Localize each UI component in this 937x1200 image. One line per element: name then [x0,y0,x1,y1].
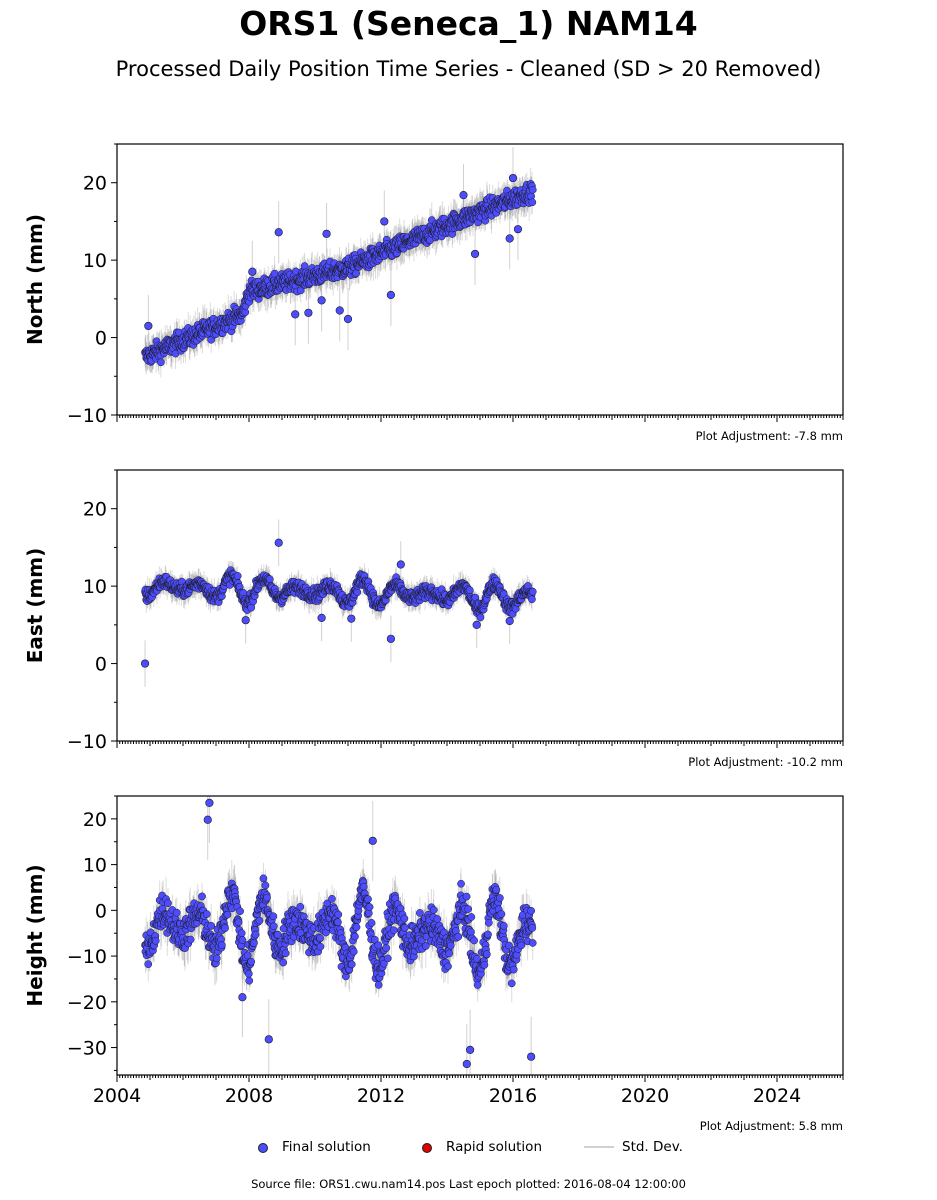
plot-area-1 [140,519,537,687]
data-point [476,613,485,622]
outlier-point [291,310,300,319]
outlier-point [317,613,326,622]
outlier-point [505,234,514,243]
data-point [157,358,165,367]
data-point [528,587,537,596]
outlier-point [386,290,396,300]
outlier-point [380,217,389,226]
outlier-point [144,321,153,331]
axes-frame-0 [116,143,844,416]
chart-subtitle: Processed Daily Position Time Series - C… [115,57,822,81]
outlier-point [317,296,326,305]
outlier-point [472,620,481,629]
final-points-1 [140,538,537,668]
y-tick-label: 10 [83,576,107,598]
outlier-point [241,616,250,625]
outlier-point [140,659,150,668]
data-point [528,185,537,194]
outlier-point [396,560,405,569]
outlier-point [470,249,480,259]
y-axis-label: North (mm) [23,214,47,345]
outlier-point [343,314,353,324]
outlier-point [513,225,523,234]
outlier-point [274,538,283,547]
plot-area-0 [141,147,537,378]
y-tick-label: 0 [95,654,107,676]
y-tick-label: −10 [67,405,107,427]
panel-1: −10 0 10 20 East (mm) Plot Adjustment: -10.2 … [23,469,844,769]
y-tick-label: −10 [67,731,107,753]
data-point [300,262,309,270]
y-axis-label: East (mm) [23,548,47,664]
plot-area-2 [141,796,537,1075]
outlier-point [322,229,331,238]
y-tick-label: 20 [83,173,107,195]
panel-0: −10 0 10 20 North (mm) Plot Adjustment: -7.8 … [23,143,844,443]
outlier-point [347,614,356,623]
outlier-point [304,308,313,317]
outlier-point [459,191,468,200]
data-point [353,588,362,597]
y-tick-label: 20 [83,499,107,521]
y-tick-label: 0 [95,328,107,350]
data-point [241,308,250,317]
data-point [528,595,536,604]
plot-adjustment-note: Plot Adjustment: -7.8 mm [696,429,843,443]
data-point [233,572,242,580]
outlier-point [248,267,257,276]
data-point [265,575,274,583]
outlier-point [335,306,344,315]
chart-title: ORS1 (Seneca_1) NAM14 [239,4,698,43]
outlier-point [505,616,514,626]
outlier-point [508,173,518,183]
outlier-point [386,634,396,643]
final-points-0 [141,173,537,367]
data-point [465,586,474,594]
outlier-point [274,228,283,237]
data-point [528,198,537,207]
data-point [352,269,360,278]
y-tick-label: 10 [83,250,107,272]
plot-adjustment-note: Plot Adjustment: -10.2 mm [688,755,843,769]
